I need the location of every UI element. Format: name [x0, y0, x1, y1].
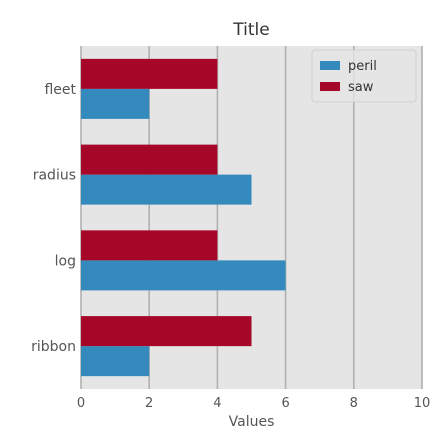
y-tick-label: log: [55, 253, 76, 269]
y-tick-label: ribbon: [31, 339, 76, 355]
legend-swatch-saw: [320, 82, 340, 91]
bar-peril-radius: [81, 174, 252, 205]
bar-peril-log: [81, 260, 286, 291]
y-tick-label: fleet: [44, 82, 76, 98]
x-tick-labels: 0 2 4 6 8 10: [77, 396, 430, 411]
legend-label-peril: peril: [348, 59, 377, 74]
bar-saw-radius: [81, 144, 218, 175]
x-tick-label: 8: [350, 396, 358, 411]
chart-title: Title: [232, 20, 269, 40]
y-tick-label: radius: [33, 168, 76, 184]
x-tick-label: 0: [77, 396, 85, 411]
bars: [81, 58, 286, 377]
legend-label-saw: saw: [348, 80, 374, 95]
bar-peril-ribbon: [81, 346, 150, 377]
x-tick-label: 4: [213, 396, 221, 411]
x-tick-label: 10: [414, 396, 431, 411]
y-tick-labels: ribbon log radius fleet: [31, 82, 76, 355]
x-axis-label: Values: [229, 414, 275, 430]
x-tick-label: 2: [145, 396, 153, 411]
bar-saw-ribbon: [81, 316, 252, 347]
bar-saw-log: [81, 230, 218, 261]
bar-saw-fleet: [81, 58, 218, 89]
legend: peril saw: [311, 49, 417, 103]
bar-peril-fleet: [81, 88, 150, 119]
legend-swatch-peril: [320, 61, 340, 70]
x-tick-label: 6: [281, 396, 289, 411]
